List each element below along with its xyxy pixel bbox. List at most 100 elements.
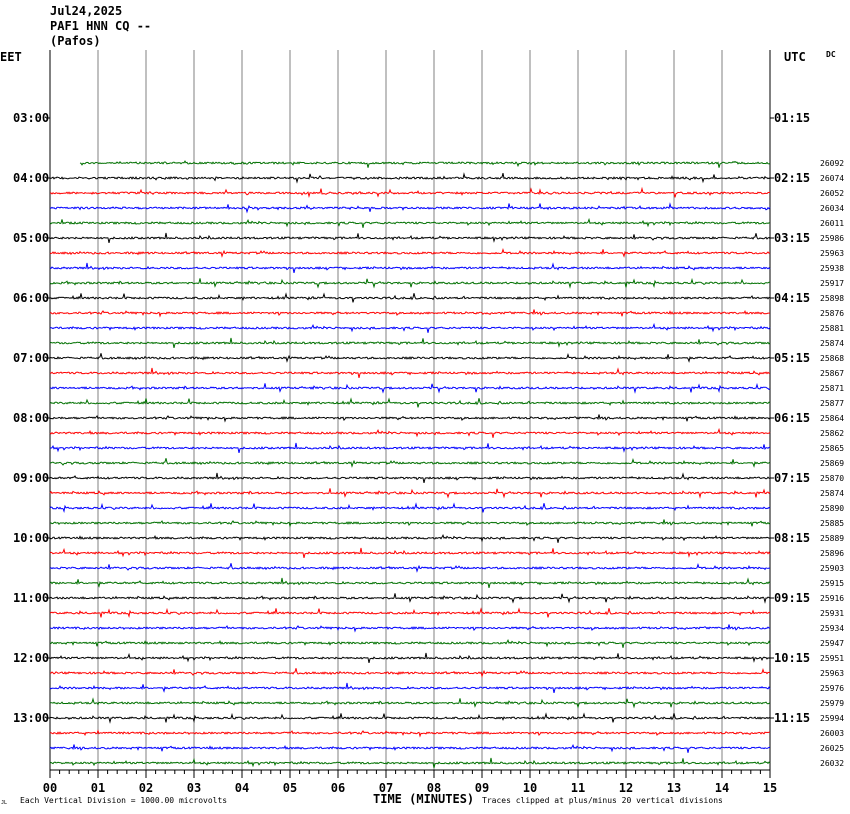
trace-count-label: 25889: [820, 534, 844, 543]
left-time-label: 05:00: [13, 231, 49, 245]
seismic-trace: [49, 712, 771, 724]
traces: [49, 160, 771, 769]
trace-count-label: 25864: [820, 414, 844, 423]
seismic-trace: [49, 519, 771, 528]
seismic-trace: [49, 624, 771, 633]
left-time-label: 10:00: [13, 531, 49, 545]
trace-count-label: 26034: [820, 204, 844, 213]
seismic-trace: [49, 309, 771, 318]
left-time-label: 09:00: [13, 471, 49, 485]
trace-count-label: 26011: [820, 219, 844, 228]
seismic-trace: [49, 593, 771, 604]
seismic-trace: [49, 682, 771, 694]
x-tick-label: 14: [715, 781, 729, 795]
x-tick-label: 15: [763, 781, 777, 795]
trace-count-label: 25963: [820, 669, 844, 678]
trace-count-label: 25871: [820, 384, 844, 393]
seismic-trace: [79, 160, 771, 168]
right-time-label: 02:15: [774, 171, 810, 185]
x-tick-label: 13: [667, 781, 681, 795]
seismic-trace: [49, 533, 771, 543]
right-time-label: 07:15: [774, 471, 810, 485]
seismic-trace: [49, 743, 771, 753]
trace-count-label: 26052: [820, 189, 844, 198]
x-tick-label: 03: [187, 781, 201, 795]
x-tick-label: 08: [427, 781, 441, 795]
seismic-trace: [49, 232, 771, 244]
trace-count-label: 25963: [820, 249, 844, 258]
trace-count-label: 26003: [820, 729, 844, 738]
right-time-label: 08:15: [774, 531, 810, 545]
trace-count-label: 25898: [820, 294, 844, 303]
left-time-label: 13:00: [13, 711, 49, 725]
seismic-trace: [49, 638, 771, 648]
seismic-trace: [49, 457, 771, 468]
left-zone-label: EET: [0, 50, 22, 64]
trace-count-label: 25938: [820, 264, 844, 273]
trace-count-label: 25915: [820, 579, 844, 588]
left-time-label: 04:00: [13, 171, 49, 185]
x-tick-label: 09: [475, 781, 489, 795]
trace-count-label: 25903: [820, 564, 844, 573]
right-time-label: 04:15: [774, 291, 810, 305]
seismic-trace: [49, 502, 771, 513]
seismic-trace: [50, 186, 770, 198]
right-time-label: 10:15: [774, 651, 810, 665]
trace-count-label: 25896: [820, 549, 844, 558]
seismic-trace: [49, 292, 771, 303]
labels: EET UTC DC TIME (MINUTES) Each Vertical …: [0, 50, 844, 806]
trace-count-label: 25890: [820, 504, 844, 513]
seismic-trace: [49, 262, 771, 274]
clip-note: Traces clipped at plus/minus 20 vertical…: [482, 796, 723, 805]
trace-count-label: 25916: [820, 594, 844, 603]
seismic-trace: [49, 442, 771, 454]
location-label: (Pafos): [50, 34, 101, 48]
x-tick-label: 10: [523, 781, 537, 795]
date-label: Jul24,2025: [50, 4, 123, 18]
seismic-trace: [49, 172, 771, 184]
right-time-label: 05:15: [774, 351, 810, 365]
trace-count-label: 25979: [820, 699, 844, 708]
seismic-trace: [49, 202, 771, 214]
seismic-trace: [49, 488, 771, 499]
x-tick-label: 06: [331, 781, 345, 795]
trace-count-label: 26074: [820, 174, 844, 183]
x-tick-label: 00: [43, 781, 57, 795]
trace-count-label: 25881: [820, 324, 844, 333]
trace-count-label: 25870: [820, 474, 844, 483]
seismic-trace: [49, 577, 771, 589]
trace-count-label: 25934: [820, 624, 844, 633]
seismic-trace: [49, 472, 770, 484]
seismic-trace: [49, 247, 771, 258]
x-tick-label: 02: [139, 781, 153, 795]
x-axis-title: TIME (MINUTES): [373, 792, 474, 806]
trace-count-label: 25862: [820, 429, 844, 438]
seismic-trace: [49, 562, 770, 573]
seismic-trace: [49, 697, 771, 709]
seismic-trace: [49, 414, 771, 423]
x-tick-label: 04: [235, 781, 249, 795]
seismic-trace: [49, 652, 771, 664]
right-time-label: 11:15: [774, 711, 810, 725]
seismic-trace: [49, 667, 771, 678]
right-zone-label: UTC: [784, 50, 806, 64]
trace-count-label: 25868: [820, 354, 844, 363]
seismic-trace: [49, 217, 771, 228]
left-time-label: 08:00: [13, 411, 49, 425]
right-time-label: 06:15: [774, 411, 810, 425]
trace-count-label: 25931: [820, 609, 844, 618]
seismic-trace: [49, 607, 771, 618]
x-tick-label: 07: [379, 781, 393, 795]
seismic-trace: [50, 382, 771, 394]
seismic-trace: [49, 352, 771, 363]
station-label: PAF1 HNN CQ --: [50, 19, 152, 33]
right-time-label: 09:15: [774, 591, 810, 605]
right-time-label: 03:15: [774, 231, 810, 245]
left-time-label: 03:00: [13, 111, 49, 125]
seismic-trace: [49, 427, 771, 438]
x-tick-label: 05: [283, 781, 297, 795]
right-time-label: 01:15: [774, 111, 810, 125]
trace-count-label: 25865: [820, 444, 844, 453]
seismic-trace: [49, 337, 771, 349]
